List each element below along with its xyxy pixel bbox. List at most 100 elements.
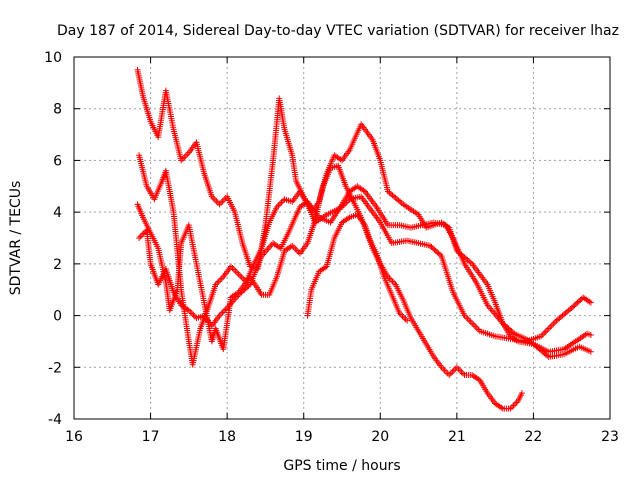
data-point (137, 233, 144, 240)
data-point (238, 274, 245, 281)
data-points (134, 66, 594, 412)
data-point (221, 196, 228, 203)
y-axis-label: SDTVAR / TECUs (8, 181, 24, 296)
data-point (429, 245, 436, 252)
data-point (473, 324, 480, 331)
x-tick-label: 22 (525, 429, 543, 445)
data-point (404, 317, 411, 324)
y-tick-label: 10 (44, 50, 62, 66)
data-point (504, 324, 511, 331)
x-tick-label: 21 (448, 429, 466, 445)
data-point (435, 250, 442, 257)
data-point (551, 319, 558, 326)
data-point (548, 322, 555, 329)
data-point (401, 314, 408, 321)
series-arc-3 (136, 183, 594, 355)
data-point (447, 370, 454, 377)
y-tick-label: 0 (53, 309, 62, 325)
data-point (571, 302, 578, 309)
series-arc-5 (304, 211, 525, 412)
data-point (432, 247, 439, 254)
data-point (182, 152, 189, 159)
data-point (211, 196, 218, 203)
data-point (545, 325, 552, 332)
data-point (389, 278, 396, 285)
data-point (213, 198, 220, 205)
x-tick-label: 16 (65, 429, 83, 445)
data-point (510, 402, 517, 409)
gridlines (74, 57, 610, 419)
data-point (467, 318, 474, 325)
data-point (402, 316, 409, 323)
y-tick-label: -4 (48, 412, 62, 428)
data-point (428, 244, 435, 251)
data-point (506, 326, 513, 333)
x-tick-label: 18 (218, 429, 236, 445)
data-point (518, 390, 525, 397)
y-tick-label: -2 (48, 360, 62, 376)
data-point (466, 317, 473, 324)
x-tick-label: 23 (601, 429, 619, 445)
data-point (437, 251, 444, 258)
data-point (464, 315, 471, 322)
data-point (231, 266, 238, 273)
data-point (276, 200, 283, 207)
plot-frame (73, 56, 611, 420)
data-point (184, 151, 191, 158)
data-point (293, 247, 300, 254)
data-point (459, 370, 466, 377)
data-point (446, 372, 453, 379)
data-point (218, 275, 225, 282)
data-point (181, 154, 188, 161)
data-point (136, 235, 143, 241)
y-tick-label: 6 (53, 153, 62, 169)
data-point (234, 269, 241, 276)
data-point (472, 323, 479, 330)
data-point (505, 325, 512, 332)
data-point (587, 331, 594, 338)
x-tick-label: 20 (371, 429, 389, 445)
x-tick-label: 19 (295, 429, 313, 445)
data-point (450, 367, 457, 374)
series-arc-4 (134, 162, 411, 353)
data-point (455, 365, 462, 372)
y-tick-label: 2 (53, 257, 62, 273)
data-point (570, 303, 577, 310)
data-point (575, 298, 582, 305)
data-point (215, 278, 222, 285)
data-point (440, 365, 447, 372)
data-point (237, 272, 244, 279)
data-point (232, 268, 239, 275)
data-point (219, 309, 226, 316)
data-point (547, 323, 554, 330)
data-point (216, 201, 223, 208)
data-point (587, 348, 594, 355)
data-point (541, 330, 548, 337)
data-point (456, 367, 463, 374)
data-point (434, 249, 441, 256)
data-point (509, 329, 516, 336)
data-point (218, 199, 225, 206)
x-tick-label: 17 (142, 429, 160, 445)
y-tick-label: 8 (53, 102, 62, 118)
data-point (443, 368, 450, 375)
series-arc-2 (136, 152, 594, 368)
chart-title: Day 187 of 2014, Sidereal Day-to-day VTE… (57, 23, 619, 39)
data-point (470, 321, 477, 328)
data-point (218, 311, 225, 318)
data-point (399, 313, 406, 320)
data-point (499, 320, 506, 327)
data-point (427, 242, 434, 249)
data-point (191, 313, 198, 320)
data-point (573, 300, 580, 307)
data-point (508, 404, 515, 411)
data-point (219, 198, 226, 205)
data-point (512, 401, 519, 408)
data-point (550, 320, 557, 327)
data-point (280, 197, 287, 204)
data-point (449, 368, 456, 375)
data-point (508, 328, 515, 335)
data-point (574, 299, 581, 306)
